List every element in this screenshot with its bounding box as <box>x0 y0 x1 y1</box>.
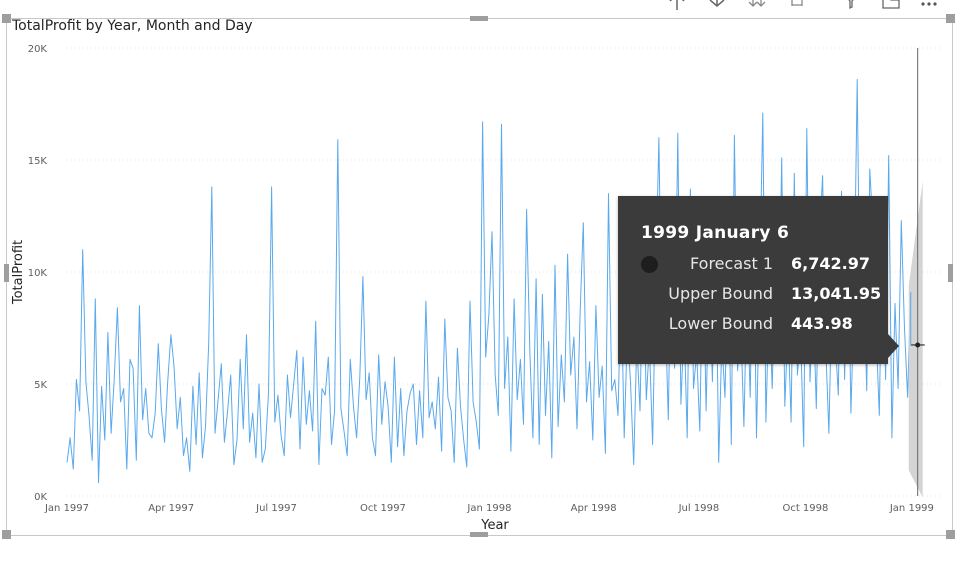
forecast <box>908 48 925 498</box>
x-tick-label: Oct 1997 <box>360 503 406 514</box>
resize-handle-top[interactable] <box>470 16 488 21</box>
tooltip-label: Lower Bound <box>668 314 773 333</box>
filter-icon[interactable] <box>840 0 862 10</box>
drill-down-icon[interactable] <box>706 0 728 10</box>
axes: 0K 5K 10K 15K 20K Jan 1997 Apr 1997 Jul 1997 Oct… <box>28 44 934 514</box>
x-tick-label: Jul 1997 <box>255 503 297 514</box>
y-tick-label: 15K <box>28 156 48 167</box>
expand-all-icon[interactable] <box>786 0 808 10</box>
forecast-confidence-band <box>908 181 923 498</box>
tooltip-value: 443.98 <box>791 314 853 333</box>
tooltip-title: 1999 January 6 <box>641 223 790 243</box>
resize-handle-left[interactable] <box>4 264 9 282</box>
tooltip-label: Forecast 1 <box>690 254 773 273</box>
y-tick-label: 5K <box>34 380 47 391</box>
x-tick-label: Apr 1997 <box>148 503 194 514</box>
drill-up-icon[interactable] <box>666 0 688 10</box>
chart-title: TotalProfit by Year, Month and Day <box>12 18 253 34</box>
x-tick-label: Jul 1998 <box>678 503 720 514</box>
tooltip-arrow <box>888 334 899 358</box>
x-tick-label: Jan 1999 <box>889 503 934 514</box>
x-axis-title: Year <box>480 518 509 533</box>
resize-handle-top-right[interactable] <box>946 14 955 23</box>
y-axis-title: TotalProfit <box>11 240 26 305</box>
tooltip-value: 6,742.97 <box>791 254 870 273</box>
series-color-swatch <box>641 256 658 273</box>
y-tick-label: 20K <box>28 44 48 55</box>
y-tick-label: 0K <box>34 492 47 503</box>
resize-handle-bottom-right[interactable] <box>946 530 955 539</box>
resize-handle-right[interactable] <box>948 264 953 282</box>
tooltip-value: 13,041.95 <box>791 284 882 303</box>
tooltip-label: Upper Bound <box>668 284 773 303</box>
visual-header-toolbar <box>660 0 970 12</box>
forecast-point <box>915 342 921 348</box>
resize-handle-top-left[interactable] <box>2 14 11 23</box>
tooltip-row-upper-bound: Upper Bound 13,041.95 <box>618 284 888 306</box>
x-tick-label: Jan 1998 <box>466 503 511 514</box>
resize-handle-bottom-left[interactable] <box>2 530 11 539</box>
x-tick-label: Jan 1997 <box>44 503 89 514</box>
more-options-icon[interactable] <box>918 0 940 10</box>
tooltip: 1999 January 6 Forecast 1 6,742.97 Upper… <box>618 196 888 364</box>
tooltip-row-lower-bound: Lower Bound 443.98 <box>618 314 888 336</box>
x-tick-label: Oct 1998 <box>782 503 828 514</box>
tooltip-row-forecast: Forecast 1 6,742.97 <box>618 254 888 276</box>
x-tick-label: Apr 1998 <box>571 503 617 514</box>
focus-mode-icon[interactable] <box>880 0 902 10</box>
y-tick-label: 10K <box>28 268 48 279</box>
resize-handle-bottom[interactable] <box>470 532 488 537</box>
